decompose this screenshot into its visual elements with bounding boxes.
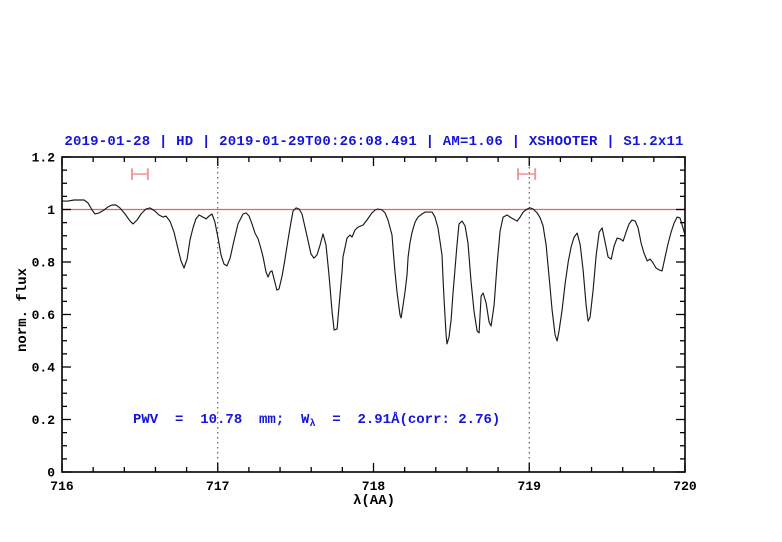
y-tick-label: 0.8	[32, 256, 56, 271]
y-tick-label: 0.4	[32, 361, 56, 376]
x-tick-label: 720	[673, 479, 697, 494]
y-tick-label: 1.2	[32, 151, 56, 166]
x-tick-label: 719	[518, 479, 542, 494]
annotation-prefix: PWV = 10.78 mm; W	[133, 412, 310, 428]
y-tick-label: 0.2	[32, 413, 56, 428]
pwv-annotation: PWV = 10.78 mm; Wλ = 2.91Å(corr: 2.76)	[133, 412, 500, 430]
x-tick-label: 716	[50, 479, 74, 494]
annotation-suffix: = 2.91Å(corr: 2.76)	[315, 412, 501, 428]
y-tick-label: 1	[47, 203, 55, 218]
x-axis-label: λ(AA)	[352, 493, 395, 509]
spectrum-line	[62, 199, 686, 345]
y-tick-label: 0.6	[32, 308, 56, 323]
x-tick-label: 718	[362, 479, 386, 494]
x-tick-label: 717	[206, 479, 229, 494]
y-tick-label: 0	[47, 466, 55, 481]
y-axis-label: norm. flux	[15, 267, 31, 353]
lambda-subscript-icon: λ	[309, 419, 316, 430]
plot-title: 2019-01-28 | HD | 2019-01-29T00:26:08.49…	[64, 134, 684, 150]
